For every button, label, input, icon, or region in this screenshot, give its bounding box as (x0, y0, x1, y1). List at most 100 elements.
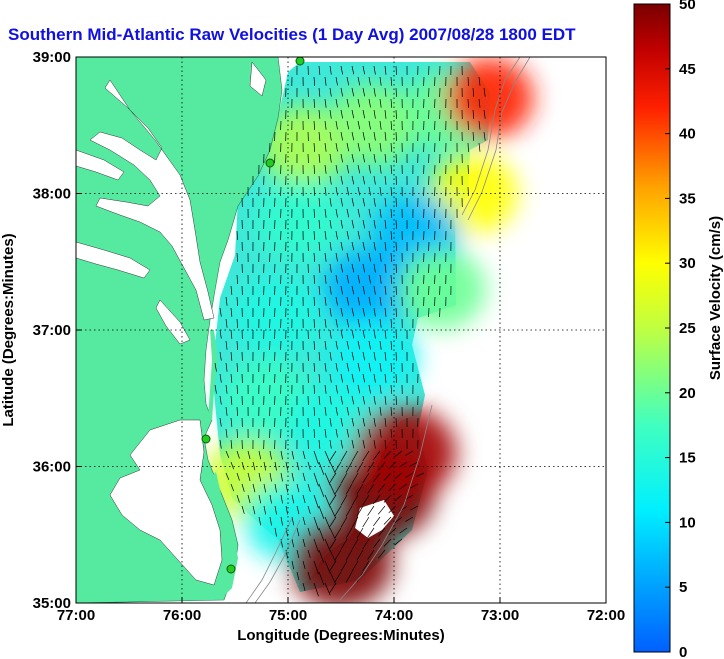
colorbar-tick-label: 50 (679, 0, 696, 13)
velocity-arrow (296, 527, 300, 537)
x-tick-label: 72:00 (587, 607, 625, 624)
velocity-arrow (296, 549, 300, 559)
velocity-arrow (313, 186, 316, 196)
velocity-arrow (346, 208, 350, 218)
velocity-arrow (230, 351, 233, 361)
velocity-arrow (230, 307, 233, 317)
velocity-arrow (377, 549, 386, 559)
velocity-arrow (329, 219, 332, 229)
velocity-arrow (324, 252, 327, 262)
velocity-arrow (395, 219, 397, 229)
velocity-arrow (230, 483, 235, 492)
velocity-arrow (329, 197, 332, 207)
velocity-arrow (351, 417, 355, 427)
velocity-arrow (410, 483, 419, 489)
velocity-arrow (219, 307, 222, 317)
velocity-arrow (351, 494, 359, 506)
velocity-arrow (302, 516, 306, 526)
velocity-arrow (362, 285, 366, 295)
velocity-arrow (236, 362, 238, 372)
velocity-arrow (384, 263, 387, 273)
velocity-arrow (390, 164, 393, 174)
velocity-arrow (395, 153, 397, 163)
velocity-vectors (214, 65, 486, 597)
velocity-arrow (356, 461, 364, 473)
velocity-arrow (335, 318, 338, 328)
velocity-arrow (219, 395, 222, 405)
velocity-arrow (313, 450, 319, 465)
velocity-arrow (390, 252, 393, 262)
velocity-arrow (258, 516, 262, 526)
velocity-arrow (368, 428, 371, 438)
velocity-arrow (390, 384, 393, 394)
velocity-arrow (219, 351, 222, 361)
velocity-arrow (368, 230, 371, 240)
velocity-arrow (379, 76, 382, 86)
velocity-arrow (362, 494, 370, 506)
velocity-arrow (373, 494, 381, 505)
velocity-arrow (334, 571, 342, 583)
velocity-arrow (368, 384, 371, 394)
velocity-arrow (368, 98, 371, 108)
velocity-arrow (390, 76, 393, 86)
velocity-arrow (373, 439, 376, 449)
velocity-arrow (351, 175, 355, 185)
velocity-arrow (395, 87, 397, 97)
velocity-arrow (368, 252, 371, 262)
velocity-arrow (362, 439, 366, 449)
velocity-arrow (357, 98, 361, 108)
velocity-arrow (335, 362, 338, 372)
velocity-arrow (252, 505, 256, 515)
velocity-arrow (368, 340, 371, 350)
velocity-arrow (394, 472, 403, 480)
velocity-arrow (318, 351, 321, 361)
radar-site-marker (265, 158, 275, 168)
velocity-arrow (230, 373, 233, 383)
velocity-arrow (395, 395, 397, 405)
velocity-arrow (324, 274, 327, 284)
velocity-arrow (384, 285, 387, 295)
velocity-arrow (334, 461, 342, 473)
velocity-arrow (307, 505, 311, 514)
velocity-arrow (334, 505, 342, 517)
velocity-arrow (390, 230, 393, 240)
velocity-arrow (307, 483, 311, 492)
velocity-arrow (318, 549, 325, 563)
velocity-arrow (377, 505, 386, 515)
velocity-arrow (225, 340, 228, 350)
y-tick-label: 39:00 (33, 49, 71, 66)
velocity-arrow (313, 208, 316, 218)
velocity-arrow (351, 263, 355, 273)
velocity-arrow (340, 109, 343, 119)
velocity-arrow (236, 274, 238, 284)
velocity-arrow (410, 461, 419, 467)
velocity-arrow (340, 131, 343, 141)
velocity-arrow (373, 351, 376, 361)
velocity-arrow (313, 538, 319, 553)
colorbar-tick-label: 40 (679, 126, 696, 143)
velocity-arrow (379, 362, 382, 372)
velocity-arrow (384, 439, 387, 449)
velocity-arrow (236, 450, 240, 459)
velocity-arrow (368, 120, 371, 130)
velocity-arrow (247, 450, 251, 460)
velocity-arrow (318, 175, 321, 185)
velocity-arrow (340, 263, 343, 273)
velocity-arrow (395, 175, 397, 185)
velocity-arrow (472, 109, 475, 119)
velocity-arrow (356, 549, 364, 561)
velocity-arrow (362, 263, 366, 273)
velocity-arrow (324, 208, 327, 218)
velocity-arrow (340, 494, 348, 506)
colorbar-tick-label: 5 (679, 579, 687, 596)
velocity-arrow (467, 186, 469, 196)
velocity-arrow (379, 384, 382, 394)
velocity-arrow (329, 571, 336, 584)
velocity-arrow (388, 461, 397, 470)
velocity-arrow (483, 109, 486, 119)
velocity-arrow (335, 252, 338, 262)
velocity-arrow (324, 142, 327, 152)
velocity-arrow (351, 131, 355, 141)
velocity-arrow (291, 472, 295, 482)
velocity-arrow (362, 450, 370, 462)
